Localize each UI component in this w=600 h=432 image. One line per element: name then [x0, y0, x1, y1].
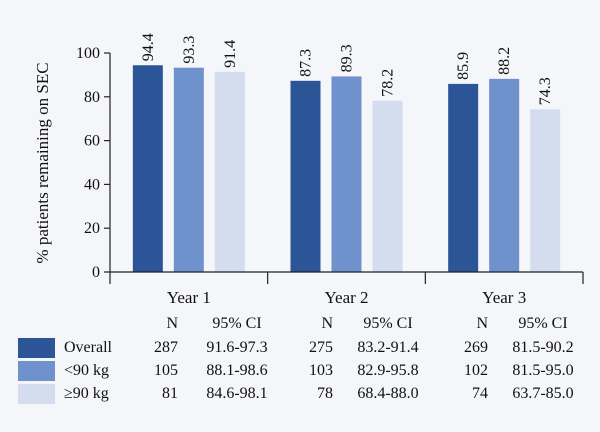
bar-value-label: 93.3 — [181, 36, 198, 64]
bar-value-label: 74.3 — [537, 77, 554, 105]
bar-value-label: 78.2 — [380, 69, 397, 97]
bar — [173, 67, 204, 272]
legend-swatch-90kg-plus — [18, 383, 55, 404]
y-axis-label: % patients remaining on SEC — [33, 62, 52, 263]
ci-value: 91.6-97.3 — [206, 338, 268, 356]
x-axis: Year 1 Year 2 Year 3 — [109, 271, 584, 307]
x-category-label: Year 3 — [482, 288, 526, 307]
bar — [214, 71, 245, 272]
bar — [448, 83, 479, 272]
data-table: N 95% CI N 95% CI N 95% CI Overall 287 9… — [18, 312, 598, 405]
y-tick-label: 60 — [84, 133, 100, 150]
n-header: N — [476, 315, 488, 332]
y-tick-label: 0 — [92, 264, 100, 281]
n-value: 78 — [317, 384, 333, 402]
ci-header: 95% CI — [212, 315, 262, 332]
legend-swatch-overall — [18, 337, 55, 358]
y-tick-label: 80 — [84, 89, 100, 106]
table-row-under-90kg: <90 kg 105 88.1-98.6 103 82.9-95.8 102 8… — [18, 359, 598, 382]
bar-value-label: 94.4 — [140, 33, 157, 61]
bar — [530, 109, 561, 273]
bar-value-label: 91.4 — [222, 40, 239, 68]
table-row-overall: Overall 287 91.6-97.3 275 83.2-91.4 269 … — [18, 336, 598, 359]
ci-value: 68.4-88.0 — [357, 384, 419, 402]
table-header-row: N 95% CI N 95% CI N 95% CI — [18, 312, 598, 336]
ci-value: 83.2-91.4 — [357, 338, 419, 356]
ci-header: 95% CI — [518, 315, 568, 332]
bar-value-label: 88.2 — [496, 47, 513, 75]
y-tick-label: 20 — [84, 220, 100, 237]
n-value: 269 — [464, 338, 488, 356]
n-value: 275 — [309, 338, 333, 356]
bar — [290, 80, 321, 272]
ci-value: 82.9-95.8 — [357, 361, 419, 379]
bar — [132, 65, 163, 272]
row-label: ≥90 kg — [64, 384, 109, 402]
n-value: 103 — [309, 361, 333, 379]
y-axis: 0 20 40 60 80 100 — [76, 45, 111, 281]
y-tick-label: 100 — [76, 45, 100, 62]
table-row-90kg-plus: ≥90 kg 81 84.6-98.1 78 68.4-88.0 74 63.7… — [18, 382, 598, 405]
ci-value: 81.5-90.2 — [512, 338, 574, 356]
ci-header: 95% CI — [363, 315, 413, 332]
bars: 94.4 93.3 91.4 87.3 89.3 78.2 85.9 88.2 74.3 — [132, 33, 561, 273]
n-header: N — [166, 315, 178, 332]
x-category-label: Year 1 — [167, 288, 211, 307]
bar-value-label: 89.3 — [339, 44, 356, 72]
legend-swatch-under-90kg — [18, 360, 55, 381]
n-header: N — [321, 315, 333, 332]
bar — [489, 78, 520, 272]
bar-value-label: 87.3 — [298, 49, 315, 77]
y-tick-label: 40 — [84, 176, 100, 193]
bar — [372, 100, 403, 272]
bar — [331, 76, 362, 272]
n-value: 105 — [154, 361, 178, 379]
ci-value: 84.6-98.1 — [206, 384, 268, 402]
row-label: <90 kg — [64, 361, 110, 379]
n-value: 287 — [154, 338, 178, 356]
bar-value-label: 85.9 — [455, 52, 472, 80]
row-label: Overall — [64, 338, 112, 356]
n-value: 81 — [162, 384, 178, 402]
ci-value: 63.7-85.0 — [512, 384, 574, 402]
ci-value: 81.5-95.0 — [512, 361, 574, 379]
n-value: 102 — [464, 361, 488, 379]
ci-value: 88.1-98.6 — [206, 361, 268, 379]
n-value: 74 — [472, 384, 488, 402]
x-category-label: Year 2 — [324, 288, 368, 307]
bar-chart: % patients remaining on SEC 0 20 40 60 80 100… — [33, 33, 584, 307]
